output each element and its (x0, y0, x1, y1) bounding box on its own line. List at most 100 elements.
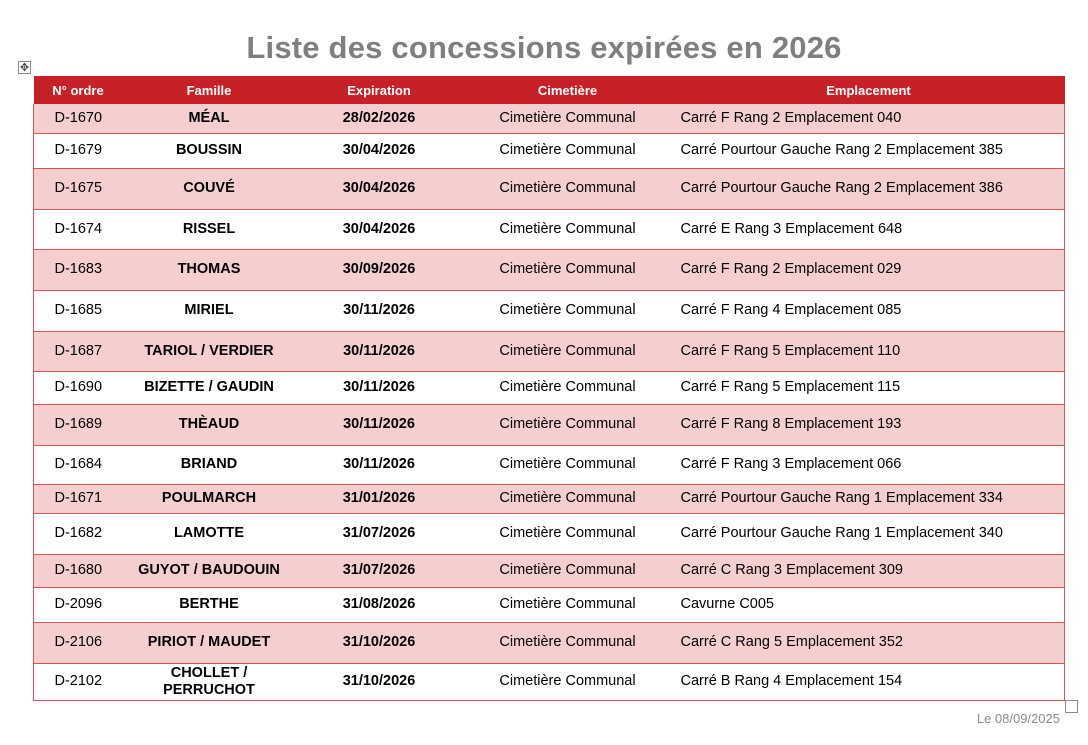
cell-emplacement[interactable]: Carré F Rang 8 Emplacement 193 (672, 404, 1065, 446)
column-header-emplacement[interactable]: Emplacement (672, 76, 1065, 104)
cell-emplacement[interactable]: Carré F Rang 5 Emplacement 110 (672, 331, 1065, 372)
cell-famille[interactable]: CHOLLET / PERRUCHOT (122, 663, 296, 701)
table-row[interactable]: D-1690 BIZETTE / GAUDIN 30/11/2026 Cimetièr… (33, 371, 1065, 405)
cell-famille[interactable]: RISSEL (122, 209, 296, 250)
cell-numero[interactable]: D-2102 (33, 663, 123, 701)
table-row[interactable]: D-1679 BOUSSIN 30/04/2026 Cimetière Communa… (33, 133, 1065, 169)
cell-cimetiere[interactable]: Cimetière Communal (462, 513, 673, 555)
cell-emplacement[interactable]: Cavurne C005 (672, 587, 1065, 623)
table-row[interactable]: D-2102 CHOLLET / PERRUCHOT 31/10/2026 Cimet… (33, 663, 1065, 701)
cell-expiration[interactable]: 31/10/2026 (295, 663, 463, 701)
cell-famille[interactable]: PIRIOT / MAUDET (122, 622, 296, 664)
cell-famille[interactable]: MÉAL (122, 104, 296, 134)
cell-cimetiere[interactable]: Cimetière Communal (462, 484, 673, 514)
cell-emplacement[interactable]: Carré F Rang 2 Emplacement 040 (672, 104, 1065, 134)
cell-expiration[interactable]: 30/11/2026 (295, 404, 463, 446)
cell-cimetiere[interactable]: Cimetière Communal (462, 587, 673, 623)
cell-expiration[interactable]: 30/09/2026 (295, 249, 463, 291)
table-row[interactable]: D-1682 LAMOTTE 31/07/2026 Cimetière Communa… (33, 513, 1065, 555)
cell-expiration[interactable]: 31/07/2026 (295, 554, 463, 588)
cell-numero[interactable]: D-1671 (33, 484, 123, 514)
cell-emplacement[interactable]: Carré B Rang 4 Emplacement 154 (672, 663, 1065, 701)
column-header-numero[interactable]: N° ordre (33, 76, 123, 104)
cell-numero[interactable]: D-1679 (33, 133, 123, 169)
cell-expiration[interactable]: 30/11/2026 (295, 445, 463, 485)
column-header-famille[interactable]: Famille (122, 76, 296, 104)
cell-cimetiere[interactable]: Cimetière Communal (462, 168, 673, 210)
cell-expiration[interactable]: 30/11/2026 (295, 290, 463, 332)
cell-cimetiere[interactable]: Cimetière Communal (462, 331, 673, 372)
cell-famille[interactable]: COUVÉ (122, 168, 296, 210)
cell-expiration[interactable]: 30/04/2026 (295, 168, 463, 210)
cell-numero[interactable]: D-1674 (33, 209, 123, 250)
cell-emplacement[interactable]: Carré Pourtour Gauche Rang 1 Emplacement… (672, 513, 1065, 555)
cell-cimetiere[interactable]: Cimetière Communal (462, 554, 673, 588)
cell-emplacement[interactable]: Carré C Rang 5 Emplacement 352 (672, 622, 1065, 664)
cell-numero[interactable]: D-2106 (33, 622, 123, 664)
cell-expiration[interactable]: 30/11/2026 (295, 371, 463, 405)
cell-cimetiere[interactable]: Cimetière Communal (462, 249, 673, 291)
table-row[interactable]: D-2106 PIRIOT / MAUDET 31/10/2026 Cimetière… (33, 622, 1065, 664)
table-row[interactable]: D-1674 RISSEL 30/04/2026 Cimetière Communal… (33, 209, 1065, 250)
cell-emplacement[interactable]: Carré F Rang 2 Emplacement 029 (672, 249, 1065, 291)
cell-cimetiere[interactable]: Cimetière Communal (462, 371, 673, 405)
cell-famille[interactable]: BOUSSIN (122, 133, 296, 169)
cell-cimetiere[interactable]: Cimetière Communal (462, 404, 673, 446)
cell-cimetiere[interactable]: Cimetière Communal (462, 133, 673, 169)
cell-numero[interactable]: D-1689 (33, 404, 123, 446)
cell-expiration[interactable]: 31/10/2026 (295, 622, 463, 664)
table-row[interactable]: D-1683 THOMAS 30/09/2026 Cimetière Communal… (33, 249, 1065, 291)
cell-numero[interactable]: D-1680 (33, 554, 123, 588)
cell-numero[interactable]: D-1675 (33, 168, 123, 210)
cell-emplacement[interactable]: Carré E Rang 3 Emplacement 648 (672, 209, 1065, 250)
move-icon[interactable]: ✥ (18, 61, 31, 74)
cell-cimetiere[interactable]: Cimetière Communal (462, 622, 673, 664)
cell-expiration[interactable]: 30/04/2026 (295, 133, 463, 169)
cell-numero[interactable]: D-1687 (33, 331, 123, 372)
cell-cimetiere[interactable]: Cimetière Communal (462, 445, 673, 485)
cell-famille[interactable]: POULMARCH (122, 484, 296, 514)
cell-expiration[interactable]: 31/01/2026 (295, 484, 463, 514)
table-row[interactable]: D-2096 BERTHE 31/08/2026 Cimetière Communal… (33, 587, 1065, 623)
cell-famille[interactable]: LAMOTTE (122, 513, 296, 555)
cell-cimetiere[interactable]: Cimetière Communal (462, 209, 673, 250)
cell-numero[interactable]: D-1683 (33, 249, 123, 291)
table-row[interactable]: D-1670 MÉAL 28/02/2026 Cimetière Communal Ca… (33, 104, 1065, 134)
cell-numero[interactable]: D-1682 (33, 513, 123, 555)
cell-expiration[interactable]: 28/02/2026 (295, 104, 463, 134)
column-header-expiration[interactable]: Expiration (295, 76, 463, 104)
cell-famille[interactable]: BERTHE (122, 587, 296, 623)
cell-famille[interactable]: MIRIEL (122, 290, 296, 332)
table-resize-handle[interactable] (1065, 700, 1078, 713)
cell-emplacement[interactable]: Carré Pourtour Gauche Rang 2 Emplacement… (672, 168, 1065, 210)
cell-cimetiere[interactable]: Cimetière Communal (462, 663, 673, 701)
cell-numero[interactable]: D-1684 (33, 445, 123, 485)
cell-numero[interactable]: D-1690 (33, 371, 123, 405)
cell-expiration[interactable]: 30/11/2026 (295, 331, 463, 372)
table-row[interactable]: D-1671 POULMARCH 31/01/2026 Cimetière Commu… (33, 484, 1065, 514)
cell-famille[interactable]: GUYOT / BAUDOUIN (122, 554, 296, 588)
cell-famille[interactable]: BIZETTE / GAUDIN (122, 371, 296, 405)
cell-emplacement[interactable]: Carré Pourtour Gauche Rang 1 Emplacement… (672, 484, 1065, 514)
cell-cimetiere[interactable]: Cimetière Communal (462, 290, 673, 332)
cell-numero[interactable]: D-1685 (33, 290, 123, 332)
cell-expiration[interactable]: 31/08/2026 (295, 587, 463, 623)
table-row[interactable]: D-1689 THÈAUD 30/11/2026 Cimetière Communal… (33, 404, 1065, 446)
cell-emplacement[interactable]: Carré F Rang 4 Emplacement 085 (672, 290, 1065, 332)
column-header-cimetiere[interactable]: Cimetière (462, 76, 673, 104)
cell-famille[interactable]: THOMAS (122, 249, 296, 291)
cell-numero[interactable]: D-1670 (33, 104, 123, 134)
cell-emplacement[interactable]: Carré C Rang 3 Emplacement 309 (672, 554, 1065, 588)
cell-famille[interactable]: THÈAUD (122, 404, 296, 446)
table-row[interactable]: D-1675 COUVÉ 30/04/2026 Cimetière Communal C… (33, 168, 1065, 210)
cell-numero[interactable]: D-2096 (33, 587, 123, 623)
cell-famille[interactable]: TARIOL / VERDIER (122, 331, 296, 372)
cell-emplacement[interactable]: Carré F Rang 3 Emplacement 066 (672, 445, 1065, 485)
table-row[interactable]: D-1680 GUYOT / BAUDOUIN 31/07/2026 Cimetièr… (33, 554, 1065, 588)
cell-emplacement[interactable]: Carré Pourtour Gauche Rang 2 Emplacement… (672, 133, 1065, 169)
cell-expiration[interactable]: 30/04/2026 (295, 209, 463, 250)
cell-expiration[interactable]: 31/07/2026 (295, 513, 463, 555)
table-row[interactable]: D-1685 MIRIEL 30/11/2026 Cimetière Communal… (33, 290, 1065, 332)
cell-cimetiere[interactable]: Cimetière Communal (462, 104, 673, 134)
table-row[interactable]: D-1687 TARIOL / VERDIER 30/11/2026 Cimetièr… (33, 331, 1065, 372)
